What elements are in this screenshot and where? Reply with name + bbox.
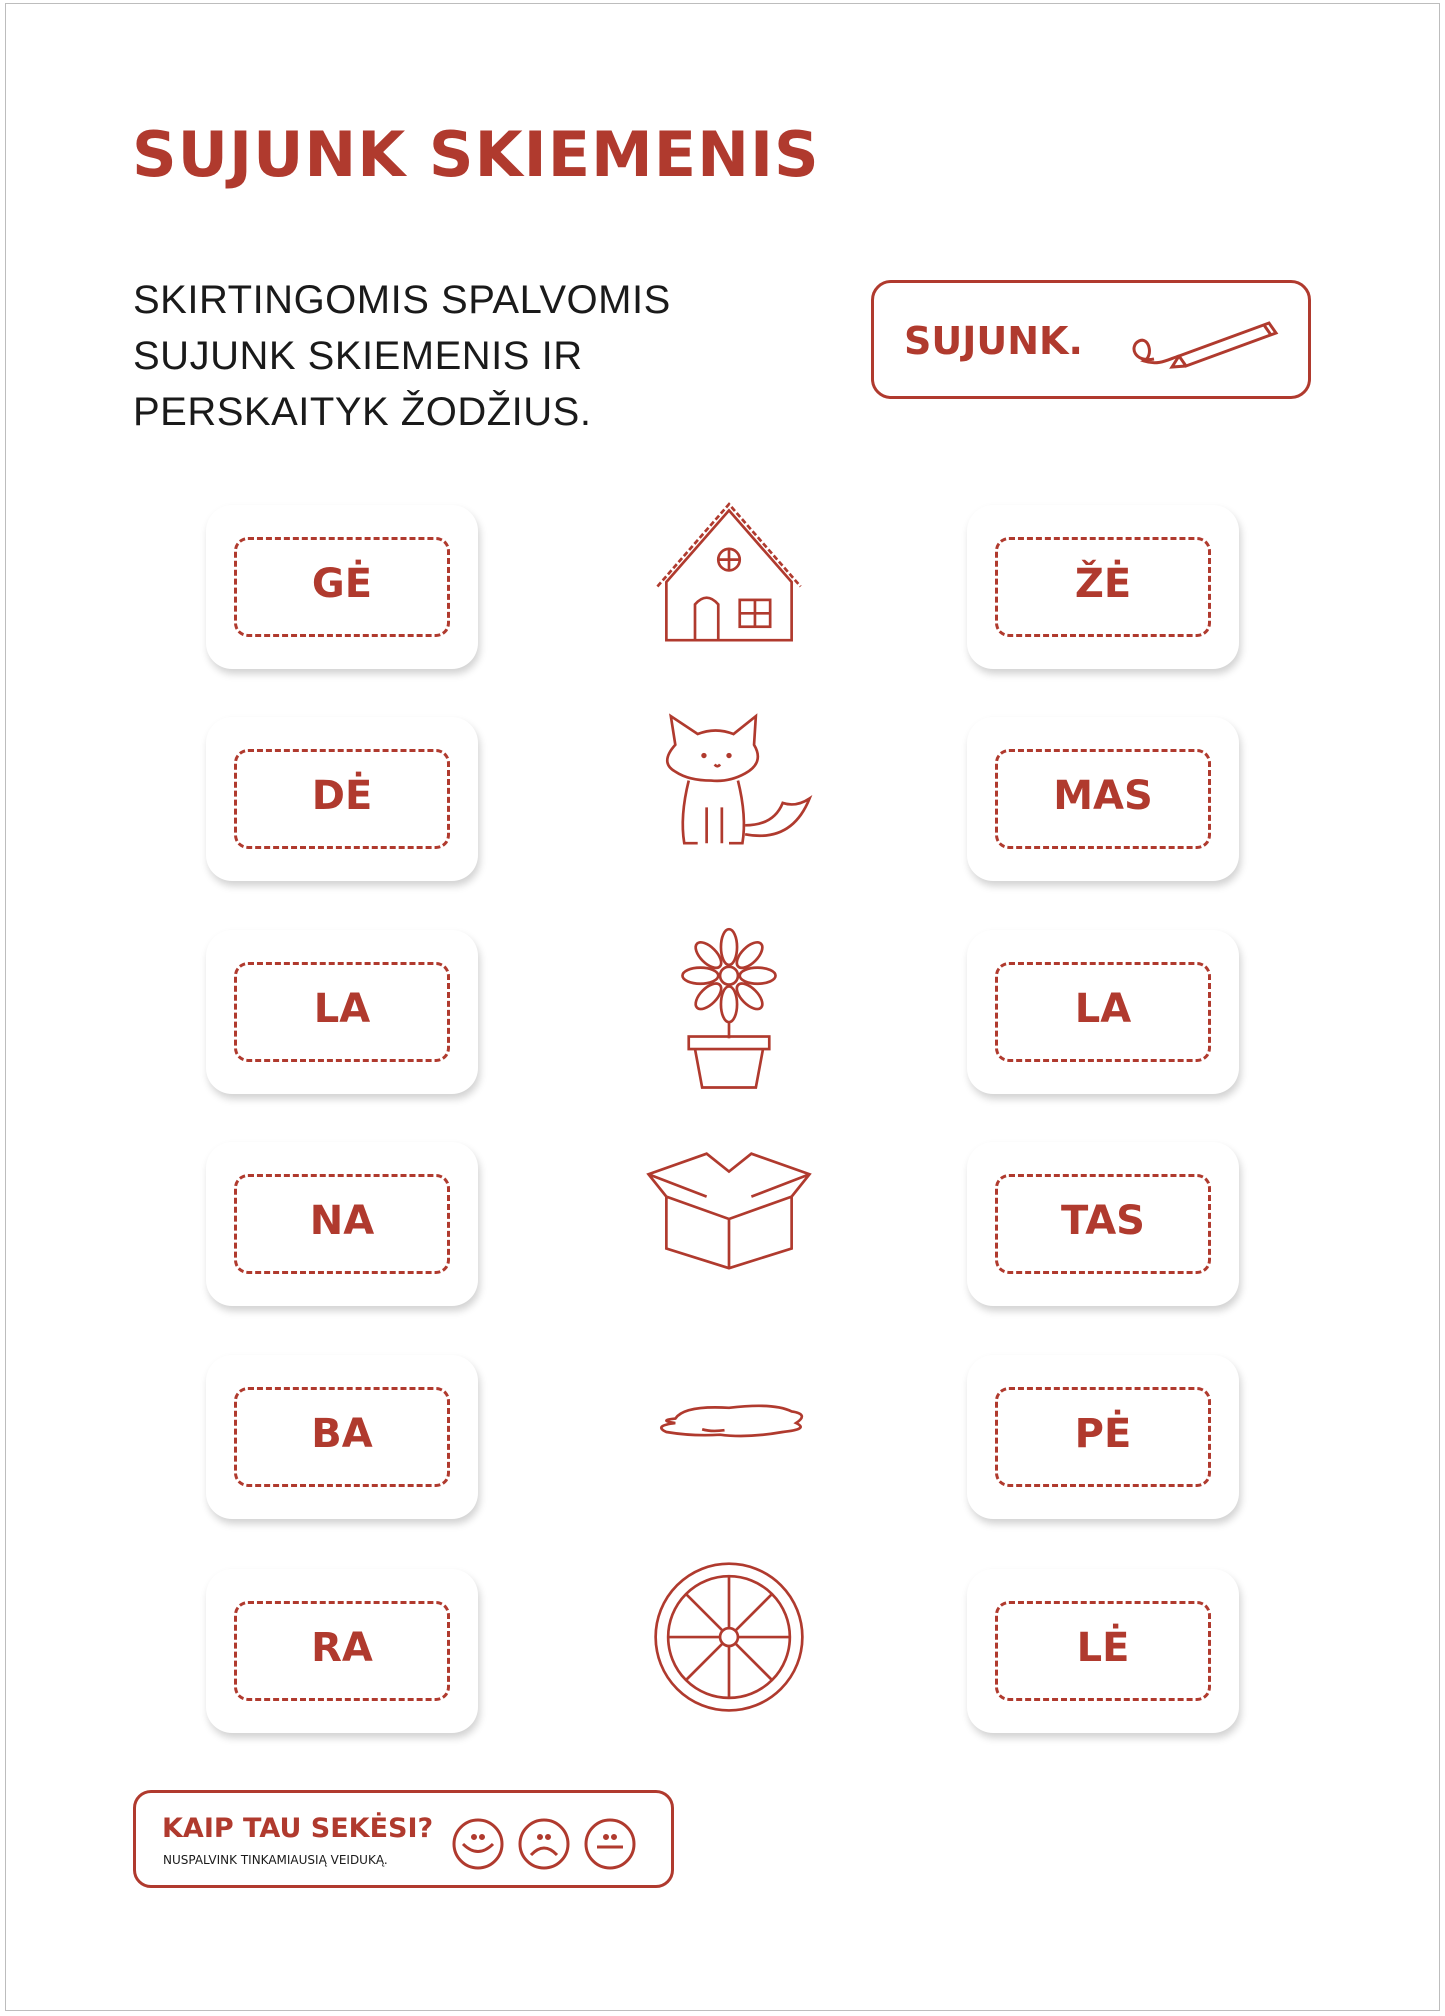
dashed-frame	[234, 537, 450, 637]
syllable: PĖ	[1074, 1411, 1132, 1457]
syllable-card-left[interactable]: GĖ	[206, 505, 478, 669]
syllable: LA	[313, 986, 371, 1032]
syllable-card-right[interactable]: LA	[967, 930, 1239, 1094]
instruction-line: SUJUNK SKIEMENIS IR	[133, 334, 583, 378]
syllable-card-right[interactable]: PĖ	[967, 1355, 1239, 1519]
page-border	[5, 3, 1440, 2011]
hint-box: SUJUNK.	[871, 280, 1311, 399]
fox-icon	[665, 713, 813, 845]
dashed-frame	[995, 1174, 1211, 1274]
syllable-card-right[interactable]: MAS	[967, 717, 1239, 881]
syllable-card-left[interactable]: LA	[206, 930, 478, 1094]
self-rating-box: KAIP TAU SEKĖSI? NUSPALVINK TINKAMIAUSIĄ…	[133, 1790, 674, 1888]
syllable-card-right[interactable]: LĖ	[967, 1569, 1239, 1733]
syllable-card-left[interactable]: BA	[206, 1355, 478, 1519]
syllable-card-left[interactable]: RA	[206, 1569, 478, 1733]
syllable-card-left[interactable]: NA	[206, 1142, 478, 1306]
puddle-icon	[659, 1404, 804, 1438]
syllable: LA	[1074, 986, 1132, 1032]
syllable: NA	[309, 1198, 375, 1244]
house-icon	[656, 502, 802, 642]
rating-subtitle: NUSPALVINK TINKAMIAUSIĄ VEIDUKĄ.	[163, 1853, 388, 1867]
wheel-icon	[654, 1562, 804, 1712]
dashed-frame	[234, 1601, 450, 1701]
instruction-line: SKIRTINGOMIS SPALVOMIS	[133, 278, 671, 322]
dashed-frame	[234, 962, 450, 1062]
sad-face-icon[interactable]	[517, 1817, 571, 1871]
happy-face-icon[interactable]	[451, 1817, 505, 1871]
pencil-icon	[1132, 321, 1279, 369]
flower-pot-icon	[681, 927, 777, 1089]
syllable-card-right[interactable]: ŽĖ	[967, 505, 1239, 669]
hint-label: SUJUNK.	[904, 319, 1083, 363]
syllable-card-left[interactable]: DĖ	[206, 717, 478, 881]
syllable: LĖ	[1076, 1625, 1130, 1671]
dashed-frame	[995, 1387, 1211, 1487]
dashed-frame	[234, 1387, 450, 1487]
rating-title: KAIP TAU SEKĖSI?	[162, 1813, 434, 1844]
dashed-frame	[995, 1601, 1211, 1701]
dashed-frame	[234, 749, 450, 849]
syllable-card-right[interactable]: TAS	[967, 1142, 1239, 1306]
dashed-frame	[995, 962, 1211, 1062]
instruction-line: PERSKAITYK ŽODŽIUS.	[133, 390, 592, 434]
syllable: BA	[311, 1411, 373, 1457]
syllable: RA	[311, 1625, 373, 1671]
syllable: TAS	[1061, 1198, 1145, 1244]
dashed-frame	[995, 749, 1211, 849]
syllable: MAS	[1053, 773, 1153, 819]
dashed-frame	[995, 537, 1211, 637]
instructions: SKIRTINGOMIS SPALVOMIS SUJUNK SKIEMENIS …	[133, 272, 671, 440]
page-title: SUJUNK SKIEMENIS	[132, 118, 820, 191]
syllable: GĖ	[311, 561, 373, 607]
syllable: ŽĖ	[1074, 561, 1132, 607]
dashed-frame	[234, 1174, 450, 1274]
syllable: DĖ	[311, 773, 373, 819]
box-icon	[646, 1152, 812, 1270]
neutral-face-icon[interactable]	[583, 1817, 637, 1871]
